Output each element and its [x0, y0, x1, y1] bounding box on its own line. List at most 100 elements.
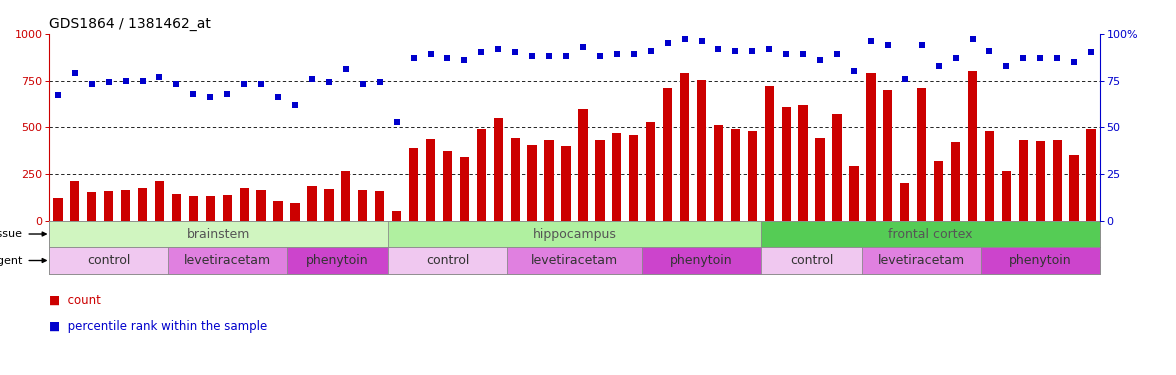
Bar	[222, 195, 232, 221]
Bar	[761, 247, 862, 274]
Bar	[409, 148, 419, 221]
Point	[1082, 50, 1101, 55]
Text: phenytoin: phenytoin	[1009, 254, 1071, 267]
Point	[844, 68, 863, 74]
Point	[82, 81, 101, 87]
Point	[929, 63, 948, 69]
Bar	[240, 188, 249, 221]
Point	[1048, 55, 1067, 61]
Bar	[53, 198, 62, 221]
Point	[895, 76, 914, 82]
Bar	[782, 106, 791, 221]
Point	[252, 81, 270, 87]
Bar	[358, 190, 367, 221]
Bar	[172, 194, 181, 221]
Bar	[815, 138, 824, 221]
Point	[167, 81, 186, 87]
Point	[743, 48, 762, 54]
Point	[641, 48, 660, 54]
Bar	[168, 247, 287, 274]
Bar	[138, 188, 147, 221]
Point	[201, 94, 220, 100]
Bar	[862, 247, 981, 274]
Point	[760, 46, 779, 52]
Point	[777, 51, 796, 57]
Bar	[595, 140, 604, 221]
Bar	[761, 221, 1100, 247]
Bar	[325, 189, 334, 221]
Bar	[388, 247, 507, 274]
Bar	[697, 80, 706, 221]
Bar	[388, 221, 761, 247]
Point	[302, 76, 321, 82]
Text: levetiracetam: levetiracetam	[530, 254, 619, 267]
Bar	[273, 201, 282, 221]
Text: frontal cortex: frontal cortex	[888, 228, 973, 240]
Bar	[49, 247, 168, 274]
Text: control: control	[87, 254, 131, 267]
Bar	[646, 122, 655, 221]
Text: tissue: tissue	[0, 229, 24, 239]
Bar	[613, 133, 621, 221]
Point	[1031, 55, 1050, 61]
Bar	[1087, 129, 1096, 221]
Text: phenytoin: phenytoin	[306, 254, 368, 267]
Bar	[375, 191, 385, 221]
Point	[726, 48, 744, 54]
Bar	[206, 196, 215, 221]
Point	[574, 44, 593, 50]
Bar	[103, 191, 113, 221]
Text: brainstem: brainstem	[187, 228, 250, 240]
Point	[794, 51, 813, 57]
Text: levetiracetam: levetiracetam	[878, 254, 965, 267]
Point	[693, 38, 711, 44]
Bar	[121, 190, 131, 221]
Bar	[1069, 155, 1078, 221]
Point	[235, 81, 254, 87]
Text: agent: agent	[0, 255, 24, 266]
Bar	[507, 247, 642, 274]
Bar	[290, 203, 300, 221]
Bar	[87, 192, 96, 221]
Point	[268, 94, 287, 100]
Point	[659, 40, 677, 46]
Point	[99, 80, 118, 86]
Bar	[49, 221, 388, 247]
Point	[624, 51, 643, 57]
Point	[455, 57, 474, 63]
Bar	[460, 157, 469, 221]
Bar	[579, 108, 588, 221]
Point	[963, 36, 982, 42]
Bar	[510, 138, 520, 221]
Bar	[663, 88, 673, 221]
Bar	[1036, 141, 1045, 221]
Point	[506, 50, 524, 55]
Bar	[714, 125, 723, 221]
Point	[151, 74, 169, 80]
Bar	[528, 145, 536, 221]
Bar	[426, 140, 435, 221]
Bar	[951, 142, 961, 221]
Bar	[799, 105, 808, 221]
Bar	[934, 161, 943, 221]
Text: phenytoin: phenytoin	[670, 254, 733, 267]
Bar	[1018, 140, 1028, 221]
Text: control: control	[426, 254, 469, 267]
Point	[286, 102, 305, 108]
Bar	[968, 71, 977, 221]
Point	[336, 66, 355, 72]
Point	[48, 93, 67, 99]
Point	[421, 51, 440, 57]
Bar	[981, 247, 1100, 274]
Bar	[629, 135, 639, 221]
Point	[320, 80, 339, 86]
Bar	[730, 129, 740, 221]
Point	[810, 57, 829, 63]
Bar	[849, 166, 858, 221]
Point	[947, 55, 965, 61]
Point	[540, 53, 559, 59]
Point	[353, 81, 372, 87]
Point	[828, 51, 847, 57]
Bar	[917, 88, 927, 221]
Bar	[984, 131, 994, 221]
